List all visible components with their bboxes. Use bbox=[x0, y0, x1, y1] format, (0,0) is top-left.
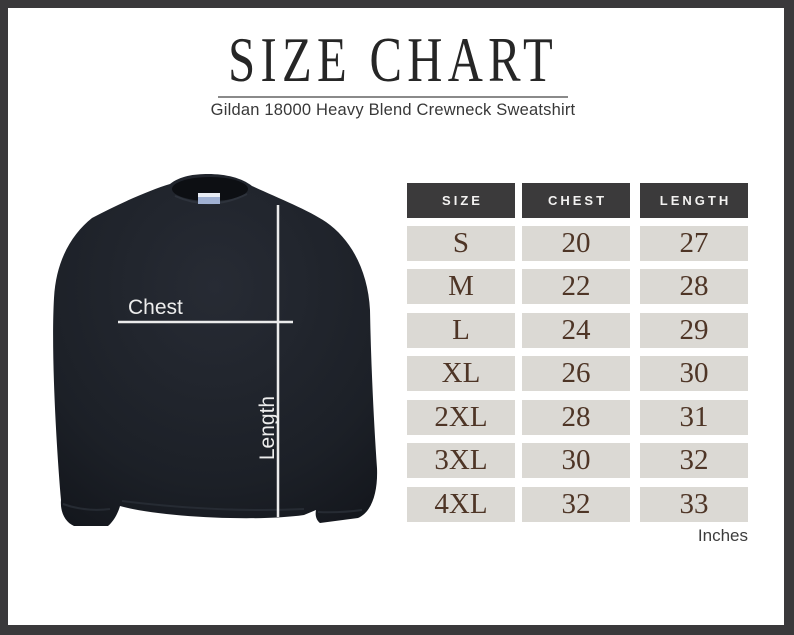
table-row: S 20 27 bbox=[407, 226, 748, 261]
page-title-text: SIZE CHART bbox=[228, 24, 558, 95]
right-cuff-seam bbox=[317, 509, 363, 514]
length-label: Length bbox=[256, 396, 279, 460]
chest-cell: 22 bbox=[522, 269, 630, 304]
size-cell: L bbox=[407, 313, 515, 348]
length-cell: 29 bbox=[640, 313, 748, 348]
table-row: 3XL 30 32 bbox=[407, 443, 748, 478]
left-cuff-seam bbox=[62, 503, 111, 511]
length-cell: 27 bbox=[640, 226, 748, 261]
chest-cell: 20 bbox=[522, 226, 630, 261]
size-table: SIZE CHEST LENGTH S 20 27 M 22 28 L 24 2… bbox=[407, 0, 748, 635]
length-cell: 28 bbox=[640, 269, 748, 304]
size-cell: M bbox=[407, 269, 515, 304]
length-cell: 30 bbox=[640, 356, 748, 391]
column-header-chest: CHEST bbox=[522, 183, 630, 218]
chest-cell: 26 bbox=[522, 356, 630, 391]
length-cell: 33 bbox=[640, 487, 748, 522]
page-subtitle: Gildan 18000 Heavy Blend Crewneck Sweats… bbox=[210, 101, 576, 119]
title-divider bbox=[218, 96, 568, 98]
length-cell: 32 bbox=[640, 443, 748, 478]
length-cell: 31 bbox=[640, 400, 748, 435]
table-row: XL 26 30 bbox=[407, 356, 748, 391]
table-row: 4XL 32 33 bbox=[407, 487, 748, 522]
size-cell: XL bbox=[407, 356, 515, 391]
sweatshirt-graphic: Chest Length bbox=[53, 174, 378, 526]
units-label: Inches bbox=[697, 526, 748, 545]
page-title: SIZE CHART bbox=[118, 26, 668, 111]
column-header-size: SIZE bbox=[407, 183, 515, 218]
size-cell: 4XL bbox=[407, 487, 515, 522]
neck-tag bbox=[198, 193, 220, 204]
size-cell: 2XL bbox=[407, 400, 515, 435]
chest-label: Chest bbox=[128, 296, 183, 319]
size-cell: S bbox=[407, 226, 515, 261]
collar-opening bbox=[172, 177, 248, 201]
column-header-length: LENGTH bbox=[640, 183, 748, 218]
neck-tag-top bbox=[198, 193, 220, 197]
chest-cell: 28 bbox=[522, 400, 630, 435]
chest-cell: 30 bbox=[522, 443, 630, 478]
table-row: 2XL 28 31 bbox=[407, 400, 748, 435]
sweatshirt-body bbox=[53, 174, 378, 526]
table-row: M 22 28 bbox=[407, 269, 748, 304]
chest-cell: 24 bbox=[522, 313, 630, 348]
hem-seam bbox=[121, 500, 305, 511]
size-table-header-row: SIZE CHEST LENGTH bbox=[407, 183, 748, 218]
size-cell: 3XL bbox=[407, 443, 515, 478]
table-row: L 24 29 bbox=[407, 313, 748, 348]
chest-cell: 32 bbox=[522, 487, 630, 522]
